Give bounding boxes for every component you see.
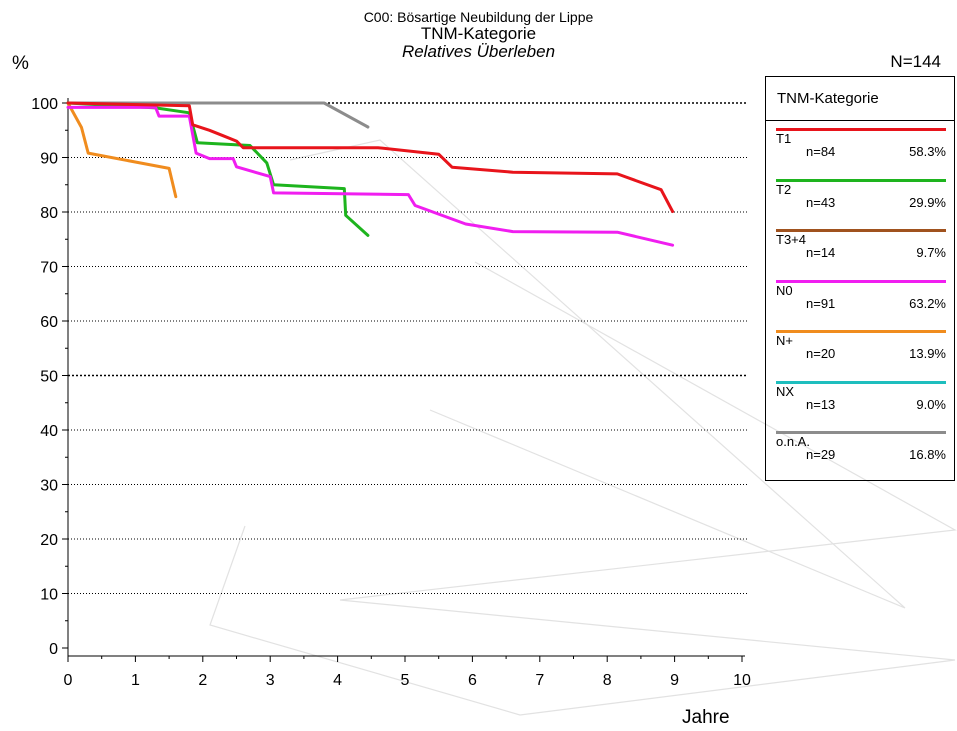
legend-label: N+: [776, 333, 793, 348]
legend-item: NX n=13 9.0%: [766, 374, 954, 424]
legend-percent: 29.9%: [909, 194, 946, 210]
chart-subtitle: TNM-Kategorie: [420, 24, 537, 43]
legend-count: n=20: [806, 346, 836, 361]
chart-title: C00: Bösartige Neubildung der Lippe: [363, 9, 594, 25]
legend-swatch: [776, 229, 946, 232]
legend-label: T3+4: [776, 232, 806, 247]
x-tick-label: 8: [603, 672, 612, 689]
x-tick-label: 0: [64, 672, 73, 689]
series-line-t2: [66, 101, 370, 237]
x-tick-label: 7: [535, 672, 544, 689]
total-count: N=144: [890, 52, 941, 71]
series-line-t1: [66, 101, 675, 213]
y-tick-label: 20: [40, 532, 58, 549]
legend-item: T2 n=43 29.9%: [766, 172, 954, 222]
y-tick-label: 80: [40, 205, 58, 222]
legend-swatch: [776, 380, 946, 384]
series-line-o-n-a-: [66, 101, 370, 129]
legend-item: T1 n=84 58.3%: [766, 121, 954, 171]
legend-swatch: [776, 431, 946, 434]
legend-percent: 63.2%: [909, 295, 946, 311]
legend-count: n=13: [806, 396, 836, 412]
y-tick-label: 60: [40, 314, 58, 331]
y-tick-label: 30: [40, 478, 58, 495]
legend-label: N0: [776, 282, 793, 298]
x-tick-label: 5: [401, 672, 410, 689]
legend-percent: 13.9%: [909, 346, 946, 361]
chart-subtitle-relative: Relatives Überleben: [401, 42, 556, 61]
legend-swatch: [776, 178, 946, 182]
legend-percent: 9.7%: [916, 245, 946, 260]
y-tick-label: 10: [40, 587, 58, 604]
legend-item: T3+4 n=14 9.7%: [766, 222, 954, 272]
series-layer: [66, 101, 675, 247]
legend-count: n=43: [806, 194, 836, 210]
legend-title: TNM-Kategorie: [766, 77, 954, 121]
axes: 0 10 20 30 40 50 60 70 80 90 100 0 1 2 3 4 5 6 7 8 9 10: [31, 96, 751, 689]
y-tick-label: 70: [40, 260, 58, 277]
watermark-shape-upper: [289, 139, 906, 609]
legend-label: T2: [776, 181, 792, 197]
legend-swatch: [776, 279, 946, 283]
legend-item: N0 n=91 63.2%: [766, 273, 954, 323]
legend-count: n=14: [806, 245, 836, 260]
x-tick-label: 1: [131, 672, 140, 689]
watermark-shape-lower: [209, 261, 957, 716]
legend-count: n=91: [806, 295, 836, 311]
y-tick-label: 90: [40, 151, 58, 168]
y-tick-label: 0: [49, 641, 58, 658]
legend-label: NX: [776, 383, 795, 399]
x-tick-label: 4: [333, 672, 342, 689]
legend-item: N+ n=20 13.9%: [766, 323, 954, 373]
series-line-n-: [66, 101, 178, 199]
legend-count: n=84: [806, 144, 836, 159]
x-tick-label: 10: [733, 672, 751, 689]
legend-swatch: [776, 330, 946, 333]
x-tick-label: 3: [266, 672, 275, 689]
legend-label: o.n.A.: [776, 434, 810, 449]
x-axis-label: Jahre: [682, 707, 730, 728]
legend-count: n=29: [806, 447, 836, 462]
legend: TNM-Kategorie T1 n=84 58.3% T2 n=43 29.9% T3+4…: [765, 76, 955, 481]
legend-percent: 9.0%: [916, 396, 946, 412]
watermark-shape: [209, 139, 957, 716]
x-tick-label: 9: [670, 672, 679, 689]
legend-swatch: [776, 128, 946, 131]
y-axis-unit: %: [12, 53, 29, 74]
x-tick-label: 2: [198, 672, 207, 689]
x-tick-label: 6: [468, 672, 477, 689]
legend-percent: 58.3%: [909, 144, 946, 159]
legend-percent: 16.8%: [909, 447, 946, 462]
y-tick-label: 100: [31, 96, 58, 113]
y-tick-label: 50: [40, 369, 58, 386]
y-tick-label: 40: [40, 423, 58, 440]
legend-label: T1: [776, 131, 792, 146]
legend-item: o.n.A. n=29 16.8%: [766, 424, 954, 474]
series-line-n0: [66, 105, 675, 247]
